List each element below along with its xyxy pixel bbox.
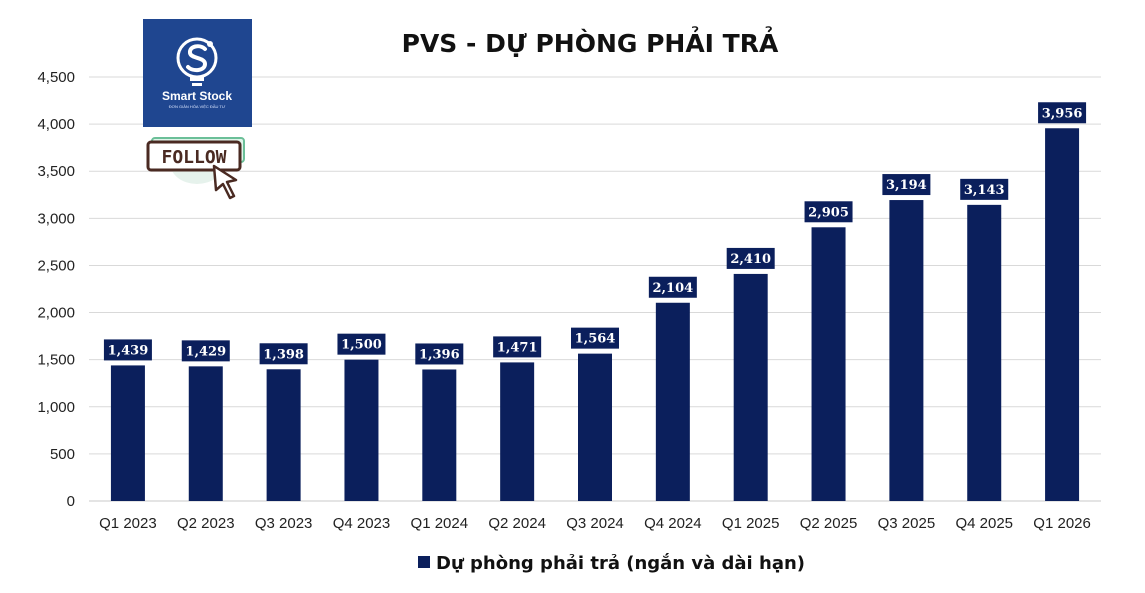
lightbulb-s-icon xyxy=(176,37,218,86)
y-tick-label: 1,500 xyxy=(37,352,75,369)
data-label-box xyxy=(103,339,152,361)
y-tick-label: 2,500 xyxy=(37,257,75,274)
data-label-box xyxy=(337,333,386,355)
bar xyxy=(266,369,301,501)
bar xyxy=(1045,128,1080,501)
data-label: 3,194 xyxy=(886,178,927,193)
brand-tagline: ĐƠN GIẢN HÓA VIỆC ĐẦU TƯ xyxy=(169,104,226,109)
chart-title: PVS - DỰ PHÒNG PHẢI TRẢ xyxy=(402,25,779,58)
x-tick-label: Q1 2024 xyxy=(411,515,469,532)
data-label-box xyxy=(648,276,697,298)
data-label-box xyxy=(493,336,542,358)
data-label: 2,410 xyxy=(730,252,771,267)
data-labels: 1,439 1,429 1,398 1,500 1,396 1,471 1,564 2,104… xyxy=(103,102,1087,365)
data-label-box xyxy=(415,343,464,365)
data-label-box xyxy=(882,174,931,196)
data-label-box xyxy=(1038,102,1087,124)
data-label: 1,500 xyxy=(341,338,382,353)
legend-swatch xyxy=(418,556,430,568)
x-tick-label: Q2 2024 xyxy=(488,515,546,532)
bar xyxy=(655,302,690,501)
data-label: 3,956 xyxy=(1042,106,1083,121)
y-tick-label: 1,000 xyxy=(37,399,75,416)
x-tick-label: Q4 2023 xyxy=(333,515,391,532)
data-label-box xyxy=(571,327,619,349)
y-tick-label: 4,000 xyxy=(37,116,75,133)
data-label-box xyxy=(804,201,853,223)
x-axis-ticks: Q1 2023 Q2 2023 Q3 2023 Q4 2023 Q1 2024 Q2 20… xyxy=(99,515,1091,532)
data-label-box xyxy=(181,340,230,362)
data-label: 1,396 xyxy=(419,347,460,362)
data-label: 2,905 xyxy=(808,205,849,220)
x-tick-label: Q3 2024 xyxy=(566,515,624,532)
y-tick-label: 3,500 xyxy=(37,163,75,180)
data-label: 1,471 xyxy=(497,340,538,355)
data-label-box xyxy=(726,247,775,269)
legend-label: Dự phòng phải trả (ngắn và dài hạn) xyxy=(436,553,805,574)
brand-logo: Smart Stock ĐƠN GIẢN HÓA VIỆC ĐẦU TƯ xyxy=(143,19,252,127)
y-axis-ticks: 0 500 1,000 1,500 2,000 2,500 3,000 3,500 4,000 4… xyxy=(37,69,75,510)
bar xyxy=(422,369,457,501)
data-label: 1,439 xyxy=(108,343,149,358)
data-label-box xyxy=(960,178,1009,200)
bar xyxy=(889,200,924,501)
y-tick-label: 3,000 xyxy=(37,210,75,227)
y-tick-label: 0 xyxy=(67,493,75,510)
bars xyxy=(110,128,1080,502)
x-tick-label: Q3 2023 xyxy=(255,515,313,532)
bar xyxy=(188,366,223,501)
y-tick-label: 2,000 xyxy=(37,305,75,322)
follow-label: FOLLOW xyxy=(161,147,226,168)
y-tick-label: 4,500 xyxy=(37,69,75,86)
x-tick-label: Q2 2023 xyxy=(177,515,235,532)
follow-button[interactable]: FOLLOW xyxy=(146,137,245,200)
y-tick-label: 500 xyxy=(50,446,75,463)
bar xyxy=(500,362,535,501)
data-label: 1,429 xyxy=(185,344,226,359)
bar xyxy=(967,204,1002,501)
x-tick-label: Q4 2024 xyxy=(644,515,702,532)
x-tick-label: Q1 2023 xyxy=(99,515,157,532)
data-label: 1,398 xyxy=(263,347,304,362)
data-label-box xyxy=(259,343,308,365)
x-tick-label: Q2 2025 xyxy=(800,515,858,532)
brand-logo-background xyxy=(143,19,252,127)
brand-name: Smart Stock xyxy=(162,89,232,103)
data-label: 2,104 xyxy=(652,281,693,296)
data-label: 3,143 xyxy=(964,183,1005,198)
data-label: 1,564 xyxy=(575,332,616,347)
x-tick-label: Q4 2025 xyxy=(955,515,1013,532)
x-tick-label: Q1 2026 xyxy=(1033,515,1091,532)
bar xyxy=(811,227,846,502)
cursor-arrow-icon xyxy=(212,164,238,200)
bar xyxy=(110,365,145,501)
bar xyxy=(733,273,768,501)
gridlines xyxy=(89,76,1101,502)
bar xyxy=(578,353,612,501)
x-tick-label: Q3 2025 xyxy=(878,515,936,532)
legend: Dự phòng phải trả (ngắn và dài hạn) xyxy=(418,553,805,574)
bar xyxy=(344,359,379,501)
x-tick-label: Q1 2025 xyxy=(722,515,780,532)
